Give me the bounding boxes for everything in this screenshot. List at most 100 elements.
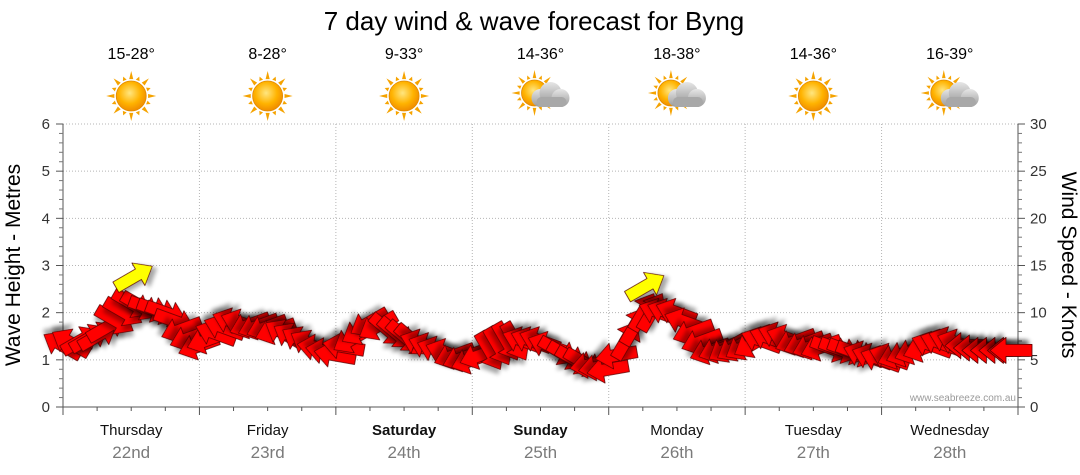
- sun-ray: [654, 102, 662, 110]
- sun-ray: [249, 78, 258, 86]
- sun-ray: [146, 100, 151, 105]
- sun-ray: [647, 91, 657, 95]
- y-left-tick-label: 1: [42, 352, 50, 369]
- sun-ray: [265, 112, 270, 121]
- y-left-tick-label: 5: [42, 163, 50, 180]
- day-name-label: Saturday: [372, 422, 437, 439]
- sun-ray: [379, 93, 388, 99]
- sun-ray: [111, 87, 117, 92]
- sun-ray: [259, 110, 264, 116]
- day-date-label: 27th: [797, 443, 830, 462]
- sun-cloud-icon: [920, 70, 979, 116]
- sun-ray: [941, 70, 946, 79]
- temperature-range: 8-28°: [248, 46, 286, 63]
- sun-ray: [927, 102, 935, 110]
- sun-ray: [122, 76, 127, 82]
- sun-disc: [115, 80, 147, 112]
- sun-ray: [926, 85, 931, 89]
- sun-ray: [663, 106, 667, 111]
- day-name-label: Monday: [650, 422, 704, 439]
- y-right-tick-label: 25: [1030, 163, 1047, 180]
- sun-ray: [516, 85, 522, 89]
- sun-ray: [805, 110, 809, 116]
- cloud-shape: [667, 82, 706, 107]
- sun-ray: [518, 102, 526, 110]
- sun-ray: [527, 75, 531, 80]
- sun-icon: [379, 71, 430, 121]
- arrow-shape: [989, 336, 1033, 364]
- y-right-tick-label: 20: [1030, 210, 1047, 227]
- y-left-tick-label: 4: [42, 210, 50, 227]
- sun-rays: [379, 71, 430, 121]
- sun-ray: [538, 75, 542, 80]
- y-right-tick-label: 10: [1030, 305, 1047, 322]
- sun-ray: [543, 76, 551, 84]
- sun-ray: [538, 106, 542, 111]
- sun-ray: [111, 100, 117, 105]
- sun-ray: [663, 75, 667, 80]
- sun-ray: [146, 87, 151, 92]
- sun-disc: [797, 80, 829, 112]
- sun-ray: [414, 78, 422, 86]
- sun-ray: [830, 93, 839, 99]
- chart-title: 7 day wind & wave forecast for Byng: [324, 6, 745, 36]
- sun-ray: [674, 75, 679, 80]
- sun-ray: [135, 110, 140, 116]
- sun-ray: [518, 76, 526, 84]
- arrow-shape: [586, 357, 630, 384]
- day-date-label: 25th: [524, 443, 557, 462]
- cloud-shape: [531, 82, 570, 107]
- sun-ray: [248, 100, 253, 105]
- sun-ray: [408, 110, 413, 116]
- sun-ray: [936, 106, 940, 111]
- sun-ray: [788, 93, 797, 99]
- sun-ray: [532, 70, 537, 79]
- sun-ray: [674, 106, 679, 111]
- wind-arrow-peak: [112, 262, 153, 293]
- y-axis-right-label: Wind Speed - Knots: [1057, 172, 1080, 359]
- sun-ray: [386, 106, 394, 114]
- sun-ray: [113, 78, 121, 86]
- sun-ray: [141, 106, 149, 114]
- y-right-tick-label: 0: [1030, 399, 1038, 416]
- sun-ray: [242, 93, 251, 99]
- sun-icon: [788, 71, 839, 121]
- x-axis-day-labels: Thursday 22nd Friday 23rd Saturday 24th Sunday…: [100, 422, 990, 462]
- temperature-range: 15-28°: [108, 46, 155, 63]
- wind-arrow-peak: [624, 272, 665, 303]
- sun-ray: [516, 97, 522, 101]
- y-left-tick-label: 3: [42, 258, 50, 275]
- y-axis-left-label: Wave Height - Metres: [2, 164, 25, 366]
- axes: 0 1 2 3 4 5 6 0 5 10 15 20 25 30: [42, 116, 1047, 416]
- sun-ray: [920, 91, 929, 95]
- sun-ray: [129, 71, 134, 80]
- sun-ray: [527, 106, 531, 111]
- y-left-tick-label: 0: [42, 399, 50, 416]
- day-name-label: Wednesday: [910, 422, 989, 439]
- y-left-tick-label: 6: [42, 116, 50, 133]
- sun-disc: [388, 80, 420, 112]
- sun-ray: [511, 91, 520, 95]
- watermark: www.seabreeze.com.au: [909, 393, 1016, 404]
- sun-icon: [106, 71, 157, 121]
- cloud-shape: [940, 82, 979, 107]
- sun-ray: [795, 106, 803, 114]
- sun-cloud-icon: [647, 70, 706, 116]
- sun-ray: [532, 107, 537, 116]
- day-name-label: Friday: [247, 422, 289, 439]
- sun-ray: [418, 87, 424, 92]
- daily-forecast-header: 15-28° 8-28° 9-33° 14-36° 18-38° 14-36° 16-39°: [106, 46, 979, 121]
- sun-ray: [129, 112, 134, 121]
- sun-ray: [113, 106, 121, 114]
- day-date-label: 24th: [388, 443, 421, 462]
- sun-ray: [953, 76, 961, 84]
- day-date-label: 28th: [933, 443, 966, 462]
- sun-ray: [402, 112, 407, 121]
- sun-ray: [653, 85, 658, 89]
- sun-ray: [395, 110, 400, 116]
- sun-ray: [941, 107, 946, 116]
- sun-ray: [936, 75, 940, 80]
- sun-ray: [811, 71, 816, 80]
- sun-ray: [947, 106, 952, 111]
- sun-ray: [278, 106, 286, 114]
